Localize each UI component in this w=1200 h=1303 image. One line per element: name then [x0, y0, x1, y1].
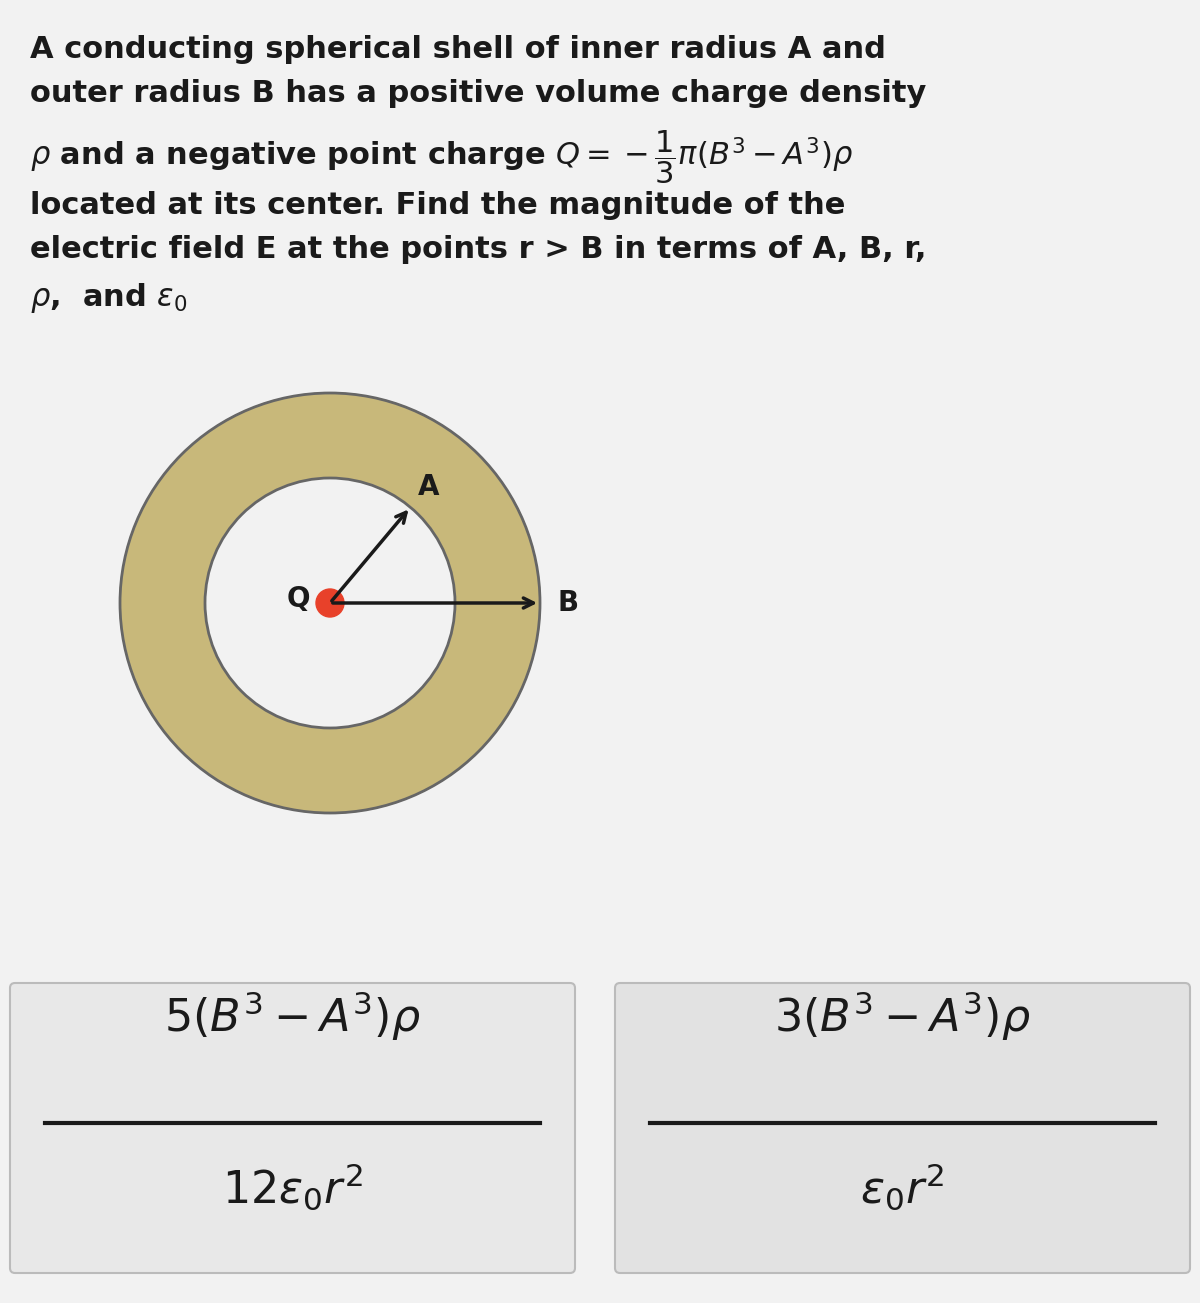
- Circle shape: [316, 589, 344, 618]
- Text: $\rho$ and a negative point charge $Q = -\dfrac{1}{3}\pi(B^3 - A^3)\rho$: $\rho$ and a negative point charge $Q = …: [30, 128, 853, 185]
- Text: located at its center. Find the magnitude of the: located at its center. Find the magnitud…: [30, 192, 845, 220]
- Text: $\rho$,  and $\varepsilon_0$: $\rho$, and $\varepsilon_0$: [30, 281, 187, 315]
- FancyBboxPatch shape: [616, 982, 1190, 1273]
- FancyBboxPatch shape: [10, 982, 575, 1273]
- Text: $5(B^3 - A^3)\rho$: $5(B^3 - A^3)\rho$: [164, 989, 421, 1042]
- Text: outer radius B has a positive volume charge density: outer radius B has a positive volume cha…: [30, 79, 926, 108]
- Circle shape: [205, 478, 455, 728]
- Circle shape: [120, 394, 540, 813]
- Text: B: B: [558, 589, 580, 618]
- Text: A conducting spherical shell of inner radius A and: A conducting spherical shell of inner ra…: [30, 35, 886, 64]
- Text: electric field E at the points r > B in terms of A, B, r,: electric field E at the points r > B in …: [30, 235, 926, 265]
- Text: $3(B^3 - A^3)\rho$: $3(B^3 - A^3)\rho$: [774, 989, 1031, 1042]
- Text: $\varepsilon_0 r^2$: $\varepsilon_0 r^2$: [860, 1162, 944, 1213]
- Text: Q: Q: [287, 585, 310, 612]
- Text: A: A: [419, 473, 440, 502]
- Text: $12\varepsilon_0 r^2$: $12\varepsilon_0 r^2$: [222, 1162, 362, 1213]
